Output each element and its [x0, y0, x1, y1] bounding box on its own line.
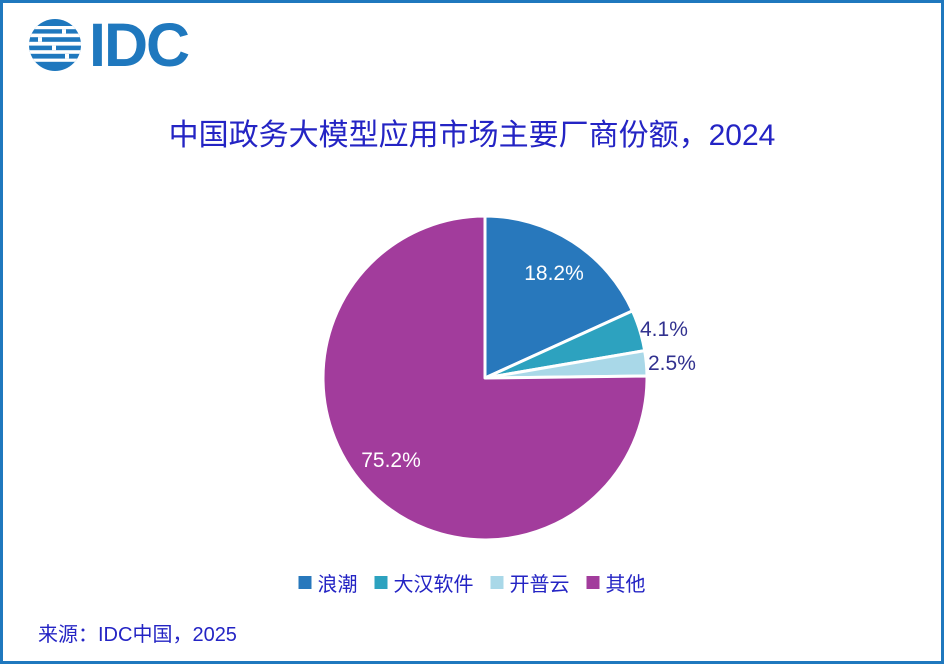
idc-logo-text: IDC: [89, 11, 190, 79]
pie-slice-1: [483, 214, 634, 380]
slice-label-qita: 75.2%: [361, 449, 421, 472]
legend-item-langchao: 浪潮: [298, 568, 358, 597]
legend-label-langchao: 浪潮: [317, 574, 358, 596]
legend-item-qita: 其他: [586, 568, 646, 597]
idc-globe-icon: [29, 19, 81, 71]
legend-item-dahan: 大汉软件: [374, 568, 474, 597]
pie-slice-4: [321, 214, 649, 542]
pie-chart: [321, 214, 649, 542]
legend-swatch-qita: [586, 576, 600, 589]
legend-item-kaipuyun: 开普云: [490, 568, 570, 597]
chart-title: 中国政务大模型应用市场主要厂商份额，2024: [168, 119, 776, 152]
idc-logo: IDC: [29, 11, 190, 79]
slice-label-langchao: 18.2%: [524, 262, 584, 285]
slice-label-kaipuyun: 2.5%: [648, 352, 696, 375]
legend-swatch-kaipuyun: [490, 576, 504, 589]
legend-swatch-dahan: [374, 576, 388, 589]
legend-label-qita: 其他: [605, 574, 646, 596]
legend-label-kaipuyun: 开普云: [509, 574, 570, 596]
legend-label-dahan: 大汉软件: [393, 574, 474, 596]
legend: 浪潮 大汉软件 开普云 其他: [298, 568, 646, 597]
slice-label-dahan: 4.1%: [640, 318, 688, 341]
legend-swatch-langchao: [298, 576, 312, 589]
source-note: 来源：IDC中国，2025: [38, 624, 237, 646]
